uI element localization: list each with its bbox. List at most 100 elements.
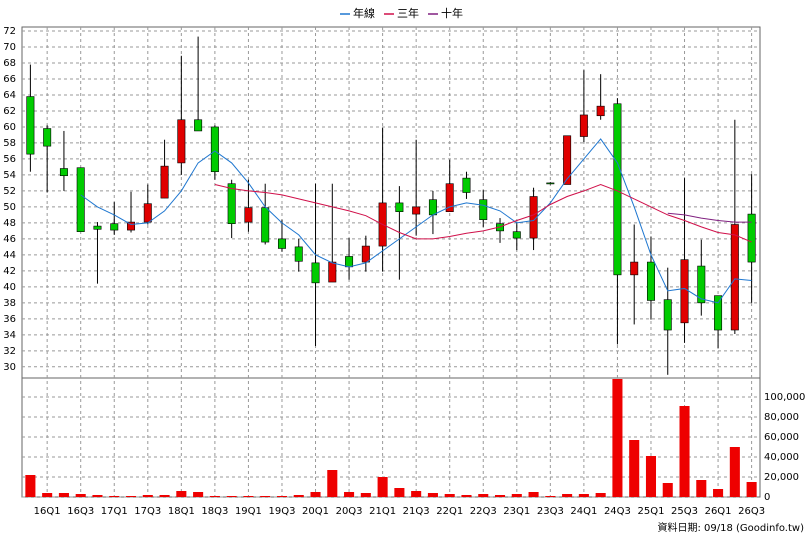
volume-bar [545,496,556,497]
x-tick-label: 25Q3 [671,506,698,517]
x-tick-label: 18Q3 [201,506,228,517]
candle-body [294,246,303,262]
volume-bar [142,495,153,497]
volume-bar [25,475,36,497]
candle-body [512,231,521,239]
volume-bar [696,480,707,497]
volume-bar [42,493,53,497]
volume-bar [645,456,657,497]
y-tick-label: 56 [3,154,16,165]
x-tick-label: 20Q3 [336,506,363,517]
candle-body [210,126,219,173]
volume-bar [746,482,757,497]
candle-body [26,96,35,155]
volume-bar [662,483,673,497]
candle-body [630,261,639,276]
x-tick-label: 17Q3 [134,506,161,517]
candle-body [730,224,739,331]
candle-body [428,199,437,216]
volume-bar [461,495,472,497]
volume-bar [209,496,220,497]
volume-bar [713,489,724,497]
ma-line [667,212,752,223]
candle-body [395,202,404,212]
candle-body [563,135,572,185]
volume-bar [528,492,539,497]
legend-label: 三年 [397,6,419,20]
y-tick-label: 66 [3,74,16,85]
x-tick-label: 23Q3 [537,506,564,517]
candle-body [244,207,253,223]
x-tick-label: 26Q3 [738,506,765,517]
volume-bar [511,494,522,497]
y-tick-label: 64 [3,90,16,101]
y-tick-label: 38 [3,298,16,309]
x-tick-label: 19Q3 [268,506,295,517]
volume-bar [243,496,254,497]
volume-bar [75,494,86,497]
y-tick-label: 60 [3,122,16,133]
y2-tick-label: 40,000 [764,452,799,463]
volume-bar [729,447,740,497]
y-tick-label: 72 [3,26,16,37]
volume-bar [276,496,288,497]
candle-body [59,168,68,177]
volume-bar [159,495,170,497]
x-tick-label: 23Q1 [503,506,530,517]
volume-bar [478,494,489,497]
x-tick-label: 26Q1 [705,506,732,517]
volume-bar [595,493,606,497]
x-tick-label: 16Q3 [67,506,94,517]
y-tick-label: 62 [3,106,16,117]
candle-body [43,128,52,147]
candle-body [546,182,555,185]
ma-line [80,138,752,304]
y-tick-label: 54 [3,170,16,181]
y2-tick-label: 60,000 [764,432,799,443]
y-tick-label: 44 [3,250,16,261]
y2-tick-label: 0 [764,492,770,503]
x-tick-label: 16Q1 [34,506,61,517]
volume-bar [629,440,640,497]
x-tick-label: 21Q1 [369,506,396,517]
y-tick-label: 68 [3,58,16,69]
candle-body [462,177,471,193]
volume-bar [411,491,422,497]
y-tick-label: 40 [3,282,16,293]
legend-label: 年線 [353,6,375,20]
volume-bar [327,470,338,497]
candle-body [261,207,270,243]
volume-bar [226,496,237,497]
volume-bar [58,493,69,497]
x-tick-label: 18Q1 [168,506,195,517]
y-tick-label: 52 [3,186,16,197]
volume-bar [344,492,355,497]
candle-body [697,265,706,304]
x-tick-label: 22Q3 [470,506,497,517]
y-tick-label: 46 [3,234,16,245]
y-tick-label: 42 [3,266,16,277]
x-tick-label: 22Q1 [436,506,463,517]
candle-body [311,262,320,284]
candle-body [412,206,421,215]
candle-body [445,183,454,212]
candle-body [579,114,588,137]
candle-body [361,245,370,263]
x-tick-label: 24Q1 [570,506,597,517]
x-tick-label: 19Q1 [235,506,262,517]
volume-bar [293,495,304,497]
volume-bar [109,496,120,497]
candle-body [110,223,119,231]
volume-bar [444,494,455,497]
y-tick-label: 32 [3,346,16,357]
volume-bar [310,492,321,497]
candle-body [714,295,723,331]
x-tick-label: 24Q3 [604,506,631,517]
candle-body [160,165,169,199]
candle-body [680,259,689,324]
volume-bar [377,477,388,497]
candle-body [127,221,136,231]
candle-body [143,203,152,223]
